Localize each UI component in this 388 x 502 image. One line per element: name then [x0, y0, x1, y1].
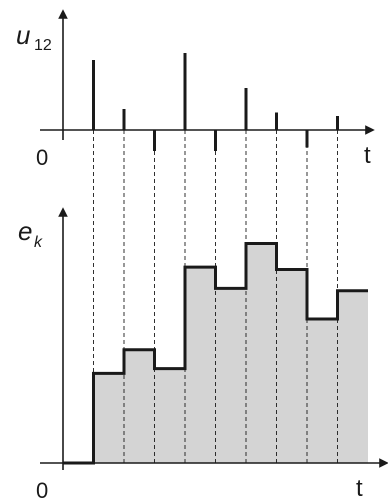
- bottom-step-outline-group: [63, 242, 368, 465]
- bottom-y-label-subscript: k: [34, 234, 43, 251]
- top-y-label: u: [16, 20, 30, 50]
- step-fill-7: [246, 243, 277, 463]
- step-fill-9: [307, 319, 338, 463]
- step-fill-10: [337, 290, 368, 463]
- bottom-y-label: e: [18, 216, 32, 246]
- top-x-label: t: [364, 142, 371, 169]
- top-pulse-group: [92, 53, 339, 151]
- step-fill-6: [215, 288, 246, 463]
- step-fill-5: [185, 267, 216, 463]
- top-y-label-subscript: 12: [34, 37, 52, 54]
- step-fill-8: [276, 269, 307, 463]
- bottom-step-fill-group: [93, 243, 368, 463]
- step-fill-3: [124, 349, 155, 463]
- step-fill-4: [154, 368, 185, 463]
- top-origin-label: 0: [36, 145, 48, 170]
- step-fill-2: [93, 373, 124, 463]
- step-outline: [63, 242, 368, 465]
- bottom-x-label: t: [356, 475, 363, 502]
- bottom-origin-label: 0: [36, 478, 48, 502]
